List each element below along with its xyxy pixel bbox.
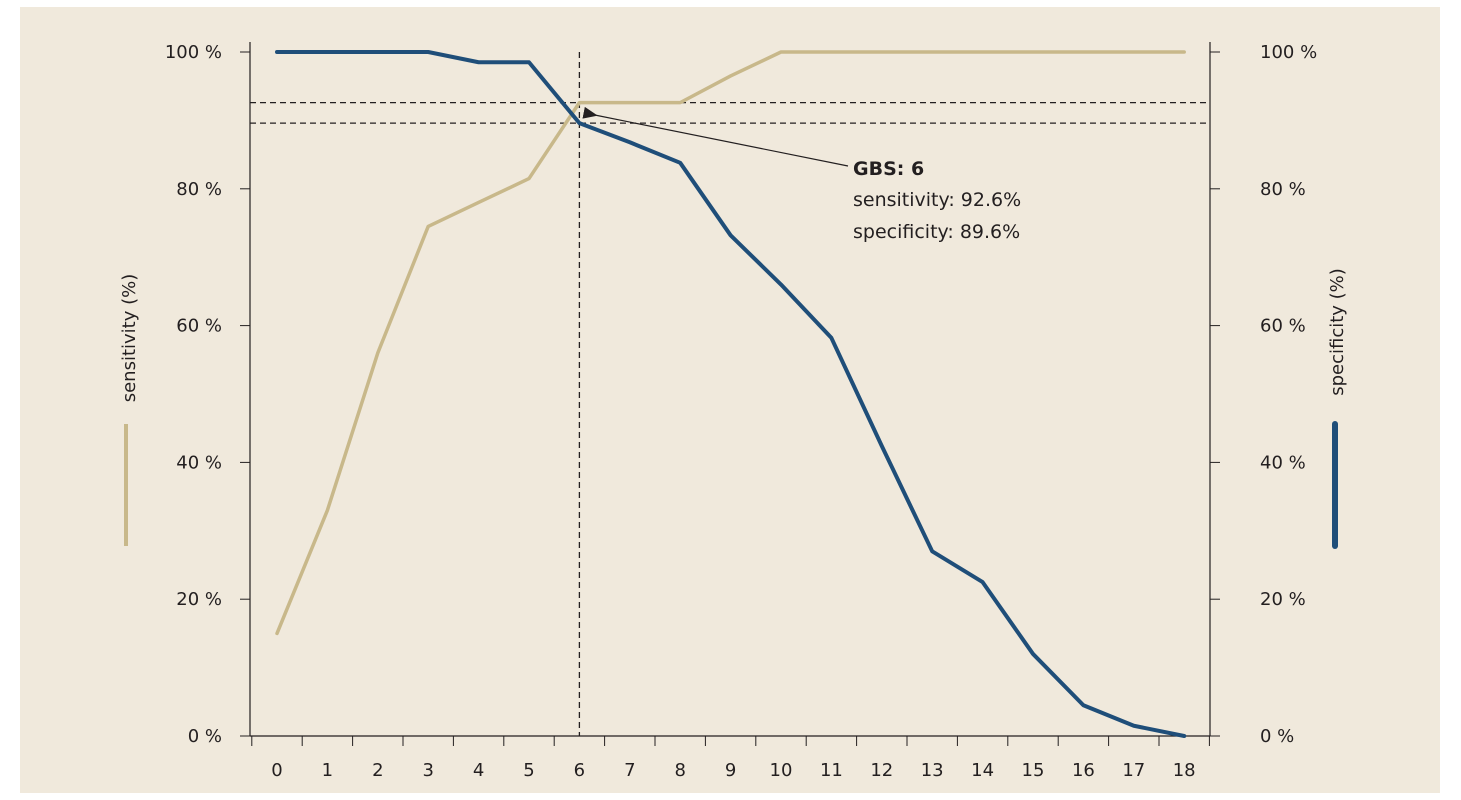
x-tick-label: 7: [624, 760, 635, 781]
y-tick-label-left: 100 %: [165, 42, 222, 63]
x-tick-label: 17: [1122, 760, 1145, 781]
y-tick-label-left: 20 %: [176, 589, 222, 610]
x-tick-label: 10: [770, 760, 793, 781]
y-tick-label-right: 100 %: [1260, 42, 1317, 63]
y-tick-label-right: 20 %: [1260, 589, 1306, 610]
y-tick-label-left: 80 %: [176, 179, 222, 200]
y-tick-label-right: 80 %: [1260, 179, 1306, 200]
y-tick-label-left: 0 %: [188, 726, 222, 747]
y-axis-right-title: specificity (%): [1327, 268, 1348, 396]
x-tick-label: 1: [322, 760, 333, 781]
annotation-arrow: [582, 106, 849, 167]
y-axis-left-title: sensitivity (%): [119, 274, 140, 403]
y-tick-label-left: 40 %: [176, 452, 222, 473]
x-tick-label: 16: [1072, 760, 1095, 781]
sensitivity-line: [275, 50, 1186, 636]
x-tick-label: 6: [574, 760, 585, 781]
x-tick-label: 12: [870, 760, 893, 781]
chart-panel: [20, 7, 1440, 793]
x-tick-label: 3: [422, 760, 433, 781]
annotation-title: GBS: 6: [853, 158, 924, 180]
x-tick-label: 13: [921, 760, 944, 781]
x-tick-label: 15: [1022, 760, 1045, 781]
x-tick-label: 18: [1173, 760, 1196, 781]
annotation-sensitivity: sensitivity: 92.6%: [853, 189, 1021, 211]
x-tick-label: 8: [674, 760, 685, 781]
x-tick-label: 14: [971, 760, 994, 781]
specificity-line: [275, 50, 1187, 738]
x-tick-label: 9: [725, 760, 736, 781]
x-tick-label: 0: [271, 760, 282, 781]
y-tick-label-right: 0 %: [1260, 726, 1294, 747]
x-tick-label: 5: [523, 760, 534, 781]
annotation-specificity: specificity: 89.6%: [853, 221, 1020, 243]
x-tick-label: 11: [820, 760, 843, 781]
y-tick-label-left: 60 %: [176, 316, 222, 337]
y-tick-label-right: 40 %: [1260, 452, 1306, 473]
x-tick-label: 4: [473, 760, 484, 781]
x-tick-label: 2: [372, 760, 383, 781]
y-tick-label-right: 60 %: [1260, 316, 1306, 337]
